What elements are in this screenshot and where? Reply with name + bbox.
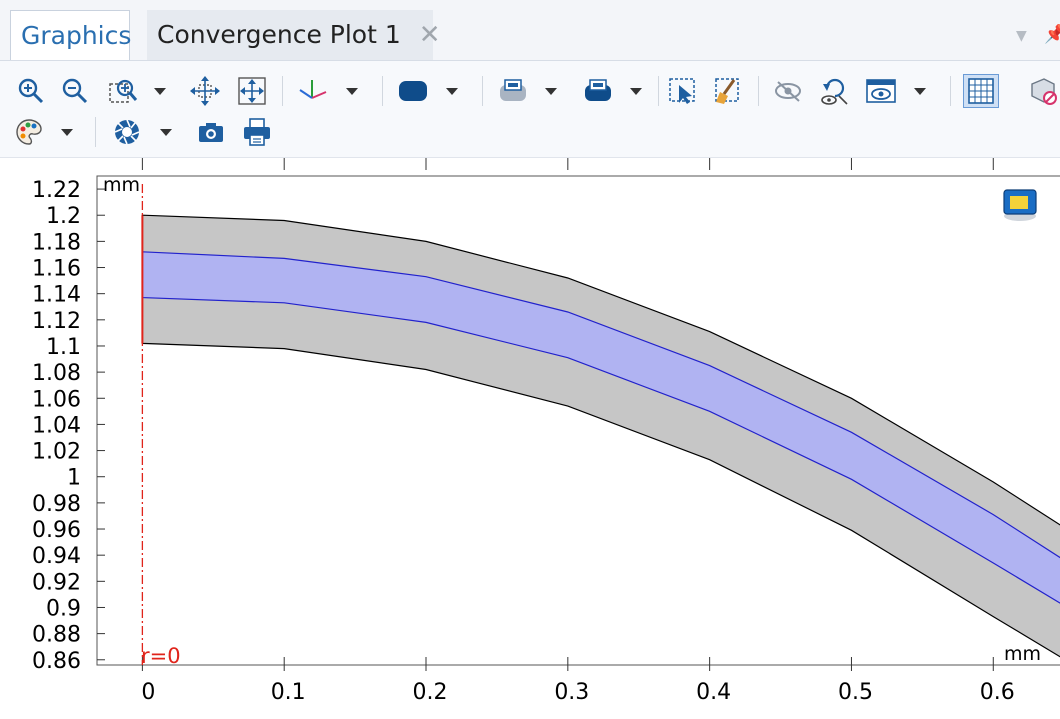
image-snapshot-icon[interactable] [194,116,228,148]
x-tick-label: 0.1 [271,680,306,705]
y-axis-unit-label: mm [103,174,140,196]
reset-hiding-icon[interactable] [817,75,851,107]
axis-dropdown-icon[interactable] [344,75,360,107]
color-palette-icon[interactable] [12,116,46,148]
render-dropdown-icon[interactable] [543,75,559,107]
tab-convergence-plot[interactable]: Convergence Plot 1 ✕ [147,10,441,60]
zoom-box-icon[interactable] [106,75,140,107]
x-tick-label: 0.6 [980,680,1015,705]
y-tick-label: 1.02 [32,440,81,465]
tab-graphics-label: Graphics [21,21,132,50]
y-tick-label: 0.86 [32,649,81,674]
toolbar-separator [658,76,659,106]
y-tick-label: 1.12 [32,309,81,334]
x-tick-label: 0.3 [554,680,589,705]
zoom-dropdown-icon[interactable] [152,75,168,107]
pin-icon[interactable]: 📌 [1044,24,1060,45]
x-axis-unit-label: mm [1004,643,1041,665]
select-box-icon[interactable] [666,75,700,107]
axis-orientation-icon[interactable] [296,75,330,107]
close-icon[interactable]: ✕ [418,20,441,50]
x-tick-label: 0 [141,680,155,705]
y-tick-label: 1.16 [32,257,81,282]
zoom-extents-icon[interactable] [188,75,222,107]
grid-toggle-icon[interactable] [963,74,999,108]
view-indicator-icon[interactable] [1003,189,1037,221]
view-dropdown-icon[interactable] [912,75,928,107]
tab-bar: Graphics Convergence Plot 1 ✕ ▼ 📌 [0,0,1060,61]
graphics-toolbar [0,61,1060,158]
transparency-render-icon[interactable] [496,75,530,107]
view-icon[interactable] [864,75,898,107]
camera-dropdown-icon[interactable] [158,116,174,148]
scene-light-icon[interactable] [396,75,430,107]
transparency-icon[interactable] [1026,75,1060,107]
toolbar-separator [282,76,283,106]
y-tick-label: 1.1 [46,335,81,360]
wireframe-render-icon[interactable] [581,75,615,107]
y-tick-label: 0.96 [32,518,81,543]
x-tick-label: 0.4 [696,680,731,705]
print-icon[interactable] [240,116,274,148]
y-tick-label: 1.2 [46,204,81,229]
y-tick-label: 1.14 [32,283,81,308]
toolbar-separator [382,76,383,106]
graphics-window[interactable]: 0.86 0.88 0.9 0.92 0.94 0.96 0.98 1 1.02 1.04 1.06… [0,158,1060,715]
inner-layer-domain [141,251,1060,604]
chevron-down-icon[interactable]: ▼ [1016,28,1027,44]
tab-convergence-plot-label: Convergence Plot 1 [157,20,401,49]
x-tick-label: 0.5 [838,680,873,705]
zoom-in-icon[interactable] [14,75,48,107]
y-tick-label: 0.92 [32,570,81,595]
zoom-to-fit-icon[interactable] [235,75,269,107]
y-tick-label: 0.88 [32,623,81,648]
toolbar-separator [758,76,759,106]
toolbar-separator [950,76,951,106]
y-tick-label: 0.9 [46,596,81,621]
plot-frame [96,175,1060,666]
y-tick-label: 1.22 [32,178,81,203]
tab-graphics[interactable]: Graphics [10,10,132,60]
x-tick-label: 0.2 [413,680,448,705]
outer-layer-domain [141,214,1060,658]
palette-dropdown-icon[interactable] [59,116,75,148]
y-tick-label: 1 [67,466,81,491]
y-tick-label: 0.98 [32,492,81,517]
scene-dropdown-icon[interactable] [444,75,460,107]
y-tick-label: 1.08 [32,361,81,386]
toolbar-separator [482,76,483,106]
hide-icon[interactable] [771,75,805,107]
y-tick-label: 1.18 [32,230,81,255]
y-tick-label: 1.04 [32,413,81,438]
clear-selection-icon[interactable] [710,75,744,107]
camera-aperture-icon[interactable] [110,116,144,148]
geometry-plot[interactable]: 0.860.880.90.920.940.960.9811.021.041.06… [0,158,1060,715]
y-tick-label: 0.94 [32,544,81,569]
toolbar-separator [95,117,96,147]
symmetry-axis-label: r=0 [141,644,181,668]
zoom-out-icon[interactable] [58,75,92,107]
wireframe-dropdown-icon[interactable] [628,75,644,107]
y-tick-label: 1.06 [32,387,81,412]
